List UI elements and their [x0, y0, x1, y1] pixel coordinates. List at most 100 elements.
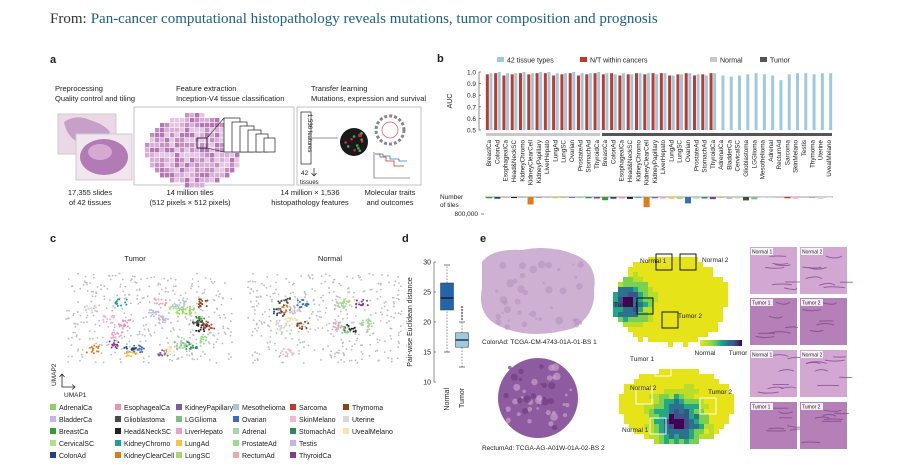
- bar: [506, 73, 510, 130]
- tissue-texture: [529, 265, 538, 274]
- heatmap-cell: [658, 272, 663, 277]
- umap-point: [166, 337, 168, 340]
- heatmap-cell: [708, 307, 713, 312]
- legend-swatch: [343, 416, 349, 422]
- umap-point: [354, 329, 357, 332]
- heatmap-cell: [703, 297, 708, 302]
- heatmap-cell: [624, 394, 629, 399]
- heatmap-cell: [714, 419, 719, 424]
- heatmap-cell: [633, 272, 638, 277]
- umap-point: [91, 311, 94, 314]
- heatmap-cell: [648, 307, 653, 312]
- umap-point: [207, 316, 210, 318]
- umap-point: [269, 336, 272, 338]
- umap-point: [90, 345, 93, 348]
- umap-point: [188, 350, 191, 352]
- umap-point: [74, 322, 77, 325]
- heatmap-cell: [714, 379, 719, 384]
- heatmap-cell: [623, 322, 628, 327]
- umap-point: [190, 315, 192, 317]
- umap-point: [152, 315, 155, 318]
- umap-point: [67, 317, 70, 319]
- heatmap-cell: [624, 389, 629, 394]
- x-tick-label: LungAd: [552, 140, 559, 162]
- bar: [659, 73, 663, 130]
- umap-point: [278, 328, 281, 331]
- y-tick-label: 0.5: [467, 128, 476, 135]
- umap-point: [188, 336, 191, 339]
- umap-point: [201, 292, 204, 295]
- heatmap-cell: [693, 257, 698, 262]
- umap-point: [215, 362, 218, 364]
- umap-point: [89, 282, 92, 284]
- heatmap-cell: [634, 389, 639, 394]
- heatmap-cell: [693, 312, 698, 317]
- heatmap-cell: [679, 414, 684, 419]
- umap-point: [87, 308, 90, 311]
- heatmap-cell: [673, 272, 678, 277]
- umap-point: [114, 333, 117, 336]
- heatmap-cell: [658, 277, 663, 282]
- tile: [195, 173, 200, 178]
- umap-point: [83, 280, 86, 283]
- umap-point: [231, 341, 233, 344]
- tile: [205, 158, 210, 163]
- tissue-texture: [555, 316, 564, 325]
- bar: [680, 74, 684, 130]
- umap-point: [158, 292, 161, 295]
- heatmap-cell: [708, 297, 713, 302]
- tissue-texture: [537, 404, 540, 407]
- umap-point: [155, 313, 158, 316]
- network-node: [359, 134, 363, 137]
- tile-bar: [577, 197, 584, 199]
- heatmap-cell: [723, 297, 728, 302]
- umap-point: [102, 318, 105, 321]
- umap-point: [202, 328, 205, 331]
- step-caption: histopathology features: [271, 198, 349, 207]
- umap-point: [340, 359, 343, 361]
- umap-point: [91, 349, 94, 352]
- umap-point: [159, 306, 162, 309]
- umap-point: [393, 284, 396, 286]
- heatmap-cell: [683, 302, 688, 307]
- heatmap-cell: [713, 277, 718, 282]
- heatmap-cell: [674, 439, 679, 444]
- tile: [220, 153, 225, 158]
- umap-point: [168, 358, 171, 361]
- umap-point: [116, 304, 119, 307]
- heatmap-cell: [724, 394, 729, 399]
- heatmap-cell: [648, 282, 653, 287]
- umap-point: [183, 300, 186, 303]
- tile: [220, 143, 225, 148]
- heatmap-cell: [648, 277, 653, 282]
- heatmap-cell: [654, 429, 659, 434]
- x-tick-label: ColonAd: [610, 140, 617, 165]
- heatmap-cell: [668, 267, 673, 272]
- umap-point: [95, 345, 98, 348]
- heatmap-cell: [664, 384, 669, 389]
- heatmap-cell: [709, 424, 714, 429]
- umap-point: [293, 306, 296, 309]
- umap-point: [112, 316, 115, 319]
- heatmap-cell: [714, 429, 719, 434]
- network-icon: [340, 128, 368, 156]
- tile: [180, 173, 185, 178]
- outlier: [460, 317, 464, 321]
- tile: [235, 153, 240, 158]
- umap-point: [119, 285, 122, 288]
- tile: [225, 168, 230, 173]
- axis-title: of tiles: [440, 202, 460, 209]
- umap-point: [329, 354, 332, 356]
- umap-point: [158, 354, 161, 357]
- tile: [200, 138, 205, 143]
- umap-point: [188, 311, 191, 314]
- heatmap-cell: [694, 389, 699, 394]
- tile: [235, 163, 240, 168]
- umap-point: [275, 308, 278, 311]
- bar: [754, 73, 758, 130]
- heatmap-cell: [648, 257, 653, 262]
- umap-point: [379, 283, 382, 286]
- heatmap-cell: [628, 322, 633, 327]
- heatmap-cell: [713, 322, 718, 327]
- umap-point: [203, 291, 206, 294]
